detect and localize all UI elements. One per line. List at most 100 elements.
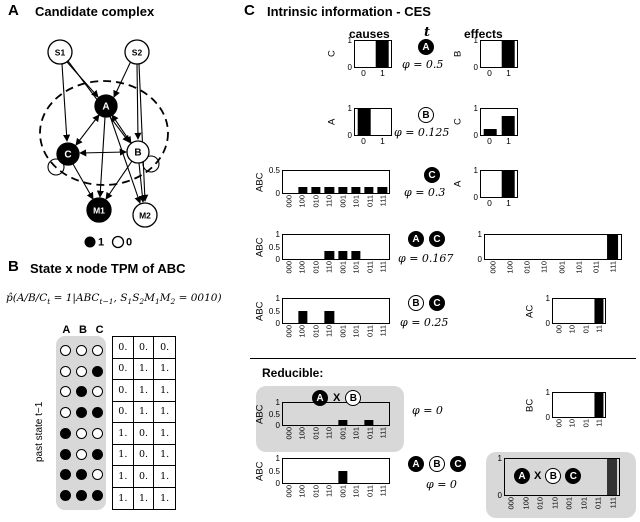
chart-plot-area [480,108,518,136]
x-tick-labels: 00 10 01 11 [552,418,606,444]
tpm-value-row: 1. 0. 1. [113,466,175,488]
x-tick-label: 000 [284,261,293,274]
phi-value-abc: φ = 0 [426,478,457,491]
x-tick-label: 011 [365,195,374,207]
y-tick-labels: 1 0.5 0 [266,399,282,430]
x-tick-label: 111 [378,485,388,497]
x-tick-label: 111 [608,497,617,509]
plot-column: 000 100 010 110 001 101 011 111 [504,458,620,522]
state-legend: 1 0 [84,235,132,249]
tpm-value-cell: 1. [160,363,170,375]
chart-plot-area [282,458,390,484]
state-filled-dot [75,386,87,398]
reducible-divider [250,358,636,359]
x-tick-label: 001 [338,427,347,440]
chart-c-cause: ABC 0.5 0 000 100 010 110 001 101 011 111 [254,167,390,220]
state-open-dot [91,344,103,356]
chart-abc-effect: 1 0 000 100 010 110 001 101 011 111 [488,455,620,522]
y-tick-label: 0 [545,319,550,328]
y-tick-label: 0 [473,193,478,202]
y-tick-label: 0.5 [268,306,280,316]
x-tick-label: 1 [506,68,511,78]
tpm-value-cell: 1. [134,358,155,379]
x-tick-labels: 000 100 010 110 001 101 011 111 [484,260,622,286]
plot-column: 00 10 01 11 [552,298,606,350]
state-open-dot [75,448,87,460]
x-tick-label: 110 [550,497,559,509]
y-tick-labels: 1 0.5 0 [266,455,282,488]
x-tick-label: 001 [338,325,347,338]
x-tick-label: 100 [521,497,530,510]
tpm-value-cell: 1. [113,423,134,444]
legend-filled-label: 1 [98,237,104,249]
x-tick-label: 101 [579,497,588,510]
node-a-label: A [102,102,109,113]
y-axis-label: ABC [254,301,266,321]
chart-bar [357,109,371,135]
y-tick-labels: 0.5 0 [266,167,282,198]
y-tick-label: 1 [347,36,352,45]
x-tick-labels: 000 100 010 110 001 101 011 111 [282,324,390,350]
state-filled-dot [59,427,71,439]
t-header: t [424,25,431,40]
formula-sub: 1 [127,297,133,307]
state-filled-dot [59,469,71,481]
formula-sub: 2 [170,297,176,307]
x-tick-label: 101 [351,261,361,274]
chart-plot-area [282,234,390,260]
x-tick-label: 001 [338,195,347,208]
tpm-value-cell: 1. [113,466,134,487]
chart-bar [501,41,515,67]
formula-sub: t−1 [99,297,114,307]
y-tick-label: 1 [473,166,478,175]
plot-column: 000 100 010 110 001 101 011 111 [282,298,390,350]
phi-value-b: φ = 0.125 [394,126,450,139]
x-tick-label: 100 [297,195,307,208]
tpm-value-cell: 1. [160,406,170,418]
formula-part: , S [113,292,128,304]
x-tick-label: 011 [365,261,374,273]
y-tick-label: 0 [497,491,502,500]
tpm-value-cell: 0. [134,423,155,444]
y-tick-label: 1 [545,294,550,303]
tpm-value-cell: 1. [160,492,170,504]
phi-value-a: φ = 0.5 [402,58,444,71]
x-tick-label: 11 [594,325,604,333]
tpm-value-row: 1. 0. 1. [113,444,175,466]
state-open-dot [91,386,103,398]
tpm-value-row: 1. 0. 1. [113,423,175,445]
mechanism-c: C [424,167,440,183]
state-open-dot [59,407,71,419]
y-tick-label: 0 [275,189,280,198]
x-tick-label: 1 [506,136,511,146]
chart-plot-area [480,170,518,198]
chart-bar [606,459,617,495]
chart-bar [483,128,497,135]
tpm-value-table: 0. 0. 0. 0. 1. 1. 0. 1. 1. 0. 1. 1. 1. 0. 1. 1. 0. 1. 1. 0.… [112,336,176,510]
y-tick-label: 1 [477,230,482,239]
tpm-value-cell: 1. [134,487,155,509]
panel-c-label: C [244,2,255,19]
chart-axb-effect: BC 1 0 00 10 01 11 [524,389,606,444]
node-s1: S1 [47,39,73,65]
panel-c-title: Intrinsic information - CES [267,4,431,19]
legend-open-label: 0 [126,237,132,249]
tpm-col-header: B [79,324,87,336]
state-open-dot [75,427,87,439]
partition-x-symbol: X [534,470,542,482]
formula-part: = 0010) [175,292,222,304]
chart-plot-area [552,298,606,324]
y-tick-label: 0.5 [268,466,280,476]
tpm-value-cell: 1. [160,449,170,461]
x-tick-label: 011 [365,427,374,439]
x-tick-label: 00 [554,325,563,334]
state-filled-dot [75,469,87,481]
x-tick-label: 111 [378,195,388,207]
tpm-row-label: past state t−1 [34,401,45,463]
